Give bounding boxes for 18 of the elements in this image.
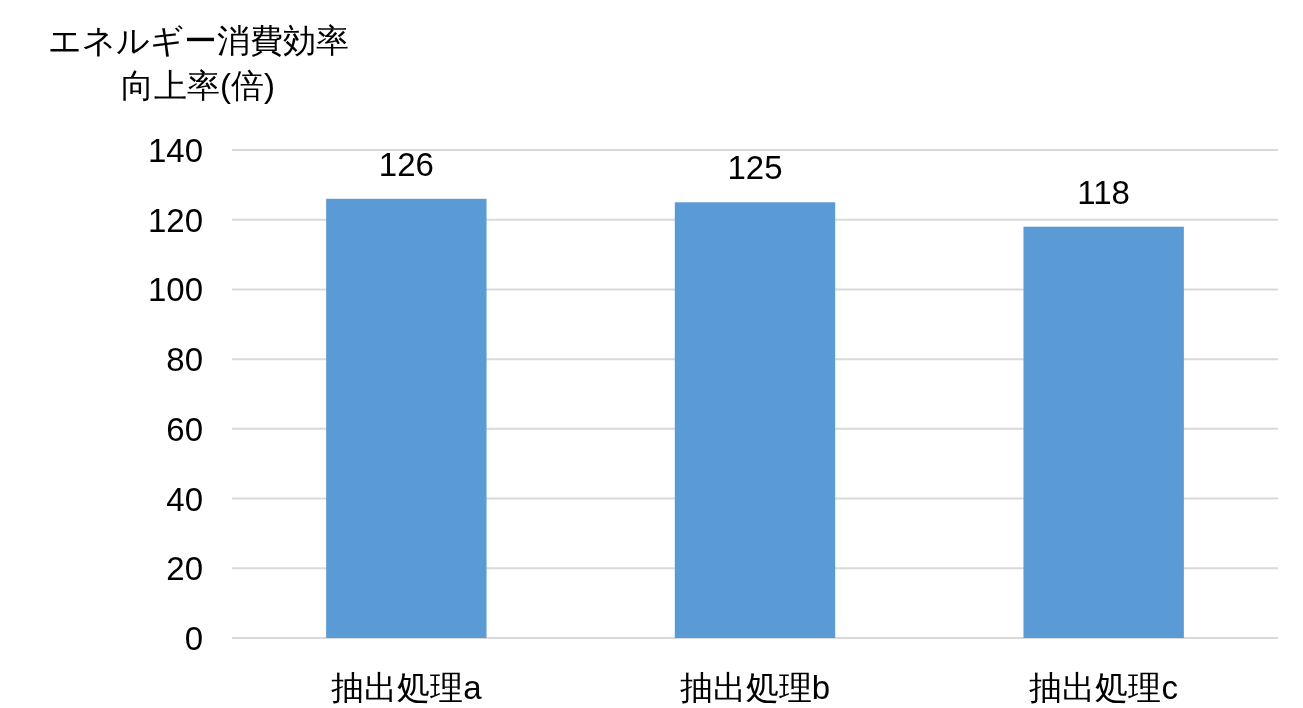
x-tick-label: 抽出処理a (331, 669, 483, 706)
y-tick-label: 140 (147, 132, 203, 169)
data-label: 126 (378, 145, 434, 183)
y-tick-label: 20 (166, 550, 203, 588)
y-tick-label: 40 (166, 480, 203, 518)
data-label: 118 (1077, 173, 1130, 211)
y-tick-label: 0 (184, 620, 203, 657)
data-label: 125 (727, 149, 783, 187)
bar (1023, 226, 1184, 638)
y-tick-label: 60 (166, 410, 203, 448)
y-tick-label: 100 (147, 271, 203, 309)
y-tick-label: 120 (147, 201, 203, 239)
y-tick-label: 80 (166, 341, 203, 379)
x-tick-label: 抽出処理b (679, 669, 831, 706)
bar (326, 198, 487, 638)
bar (674, 202, 836, 638)
x-tick-label: 抽出処理c (1029, 669, 1178, 706)
y-axis-title: エネルギー消費効率向上率(倍) (47, 22, 349, 104)
